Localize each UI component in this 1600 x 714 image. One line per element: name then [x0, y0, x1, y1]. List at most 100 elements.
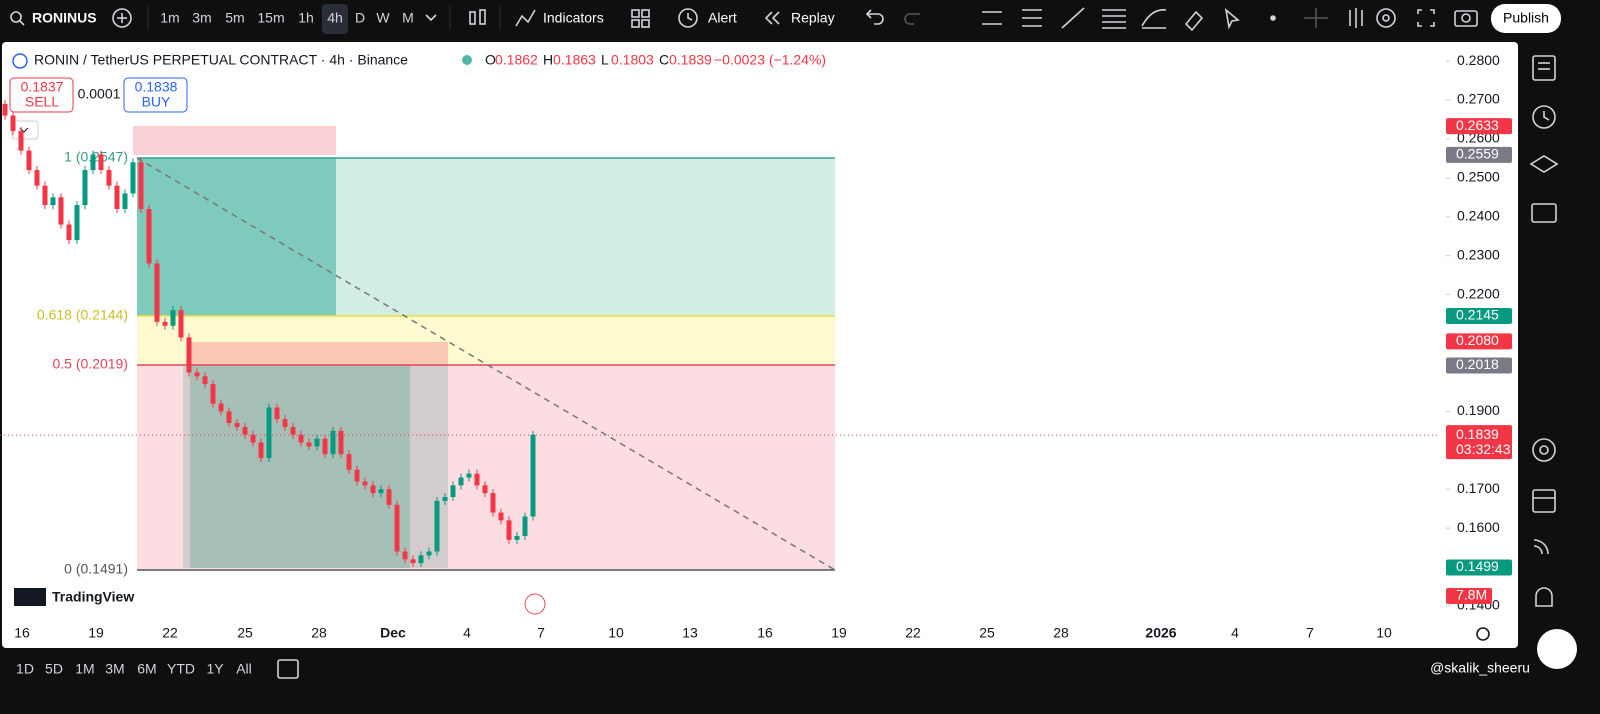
ohlc-value: 0.1803 — [611, 52, 654, 68]
interval[interactable]: D — [355, 10, 365, 26]
logo — [14, 588, 46, 606]
candle-body — [2, 103, 8, 116]
candle-body — [154, 263, 160, 322]
range-button[interactable]: All — [236, 661, 252, 677]
active-interval — [322, 4, 348, 34]
range-button[interactable]: YTD — [167, 661, 195, 677]
fib-label: 0.618 (0.2144) — [37, 307, 128, 323]
candle-body — [82, 170, 88, 206]
candle-body — [290, 426, 296, 435]
candle-body — [354, 469, 360, 482]
candle-body — [394, 504, 400, 552]
publish-button[interactable] — [1491, 4, 1561, 33]
candle-body — [306, 442, 312, 447]
candle-body — [410, 559, 416, 564]
price-badge — [1446, 357, 1512, 374]
candle-body — [122, 193, 128, 209]
indicators[interactable]: Indicators — [543, 10, 604, 26]
interval[interactable]: 15m — [257, 10, 284, 26]
candle-body — [186, 337, 192, 373]
candle-body — [98, 154, 104, 171]
interval[interactable]: 1m — [160, 10, 179, 26]
candle-body — [130, 162, 136, 194]
buy-label[interactable]: BUY — [142, 94, 171, 110]
publish-label[interactable]: Publish — [1503, 10, 1549, 26]
time-tick-label: 16 — [14, 625, 30, 641]
more-button[interactable] — [1537, 629, 1577, 669]
candle-body — [282, 419, 288, 427]
range-button[interactable]: 6M — [137, 661, 156, 677]
time-tick-label: 2026 — [1145, 625, 1176, 641]
interval[interactable]: 4h — [327, 10, 343, 26]
price-tick-label: 0.2800 — [1457, 52, 1500, 68]
date-range-icon[interactable] — [277, 659, 299, 679]
price-tick-label: 0.1900 — [1457, 402, 1500, 418]
price-badge — [1446, 333, 1512, 350]
sell-button[interactable] — [9, 77, 74, 113]
candle-body — [74, 205, 80, 241]
ohlc-value: 0.1839 — [669, 52, 712, 68]
time-tick-label: 28 — [1053, 625, 1069, 641]
event-marker[interactable] — [524, 593, 546, 615]
range-button[interactable]: 1Y — [206, 661, 224, 677]
candle-body — [274, 407, 280, 420]
range-button[interactable]: 5D — [45, 661, 63, 677]
time-tick-label: 16 — [757, 625, 773, 641]
time-tick-label: 25 — [979, 625, 995, 641]
candle-body — [362, 481, 368, 486]
separators — [147, 6, 501, 30]
time-tick-label: 28 — [311, 625, 327, 641]
symbol[interactable]: RONINUS — [32, 10, 97, 26]
last-price-badge — [1446, 425, 1512, 460]
candle-body — [242, 426, 248, 435]
price-tick-label: 0.2700 — [1457, 91, 1500, 107]
status-dot — [462, 55, 472, 65]
sell-price[interactable]: 0.1837 — [21, 79, 64, 95]
collapse[interactable] — [11, 120, 39, 140]
replay[interactable]: Replay — [791, 10, 835, 26]
buy-price[interactable]: 0.1838 — [135, 79, 178, 95]
candle-body — [378, 489, 384, 494]
price-tick-label: 0.1700 — [1457, 480, 1500, 496]
sidebar-icons — [1476, 55, 1559, 641]
range-button[interactable]: 1D — [16, 661, 34, 677]
fib-label: 1 (0.2547) — [64, 149, 128, 165]
interval[interactable]: W — [376, 10, 390, 26]
candle-body — [42, 185, 48, 206]
candle-body — [506, 520, 512, 540]
ohlc-key: C — [659, 52, 669, 68]
time-tick-label: 4 — [463, 625, 471, 641]
candle-body — [474, 473, 480, 486]
price-badge-label: 0.1499 — [1456, 558, 1499, 574]
sell-label[interactable]: SELL — [25, 94, 59, 110]
symbol-icon — [12, 53, 28, 69]
time-tick-label: 22 — [905, 625, 921, 641]
fib-label: 0.5 (0.2019) — [53, 356, 129, 372]
spread: 0.0001 — [78, 86, 121, 102]
time-tick-label: 19 — [88, 625, 104, 641]
watermark: TradingView — [52, 589, 134, 605]
range-button[interactable]: 3M — [105, 661, 124, 677]
candle-body — [170, 310, 176, 326]
candle-body — [234, 423, 240, 427]
interval[interactable]: 3m — [192, 10, 211, 26]
price-tick-label: 0.2300 — [1457, 246, 1500, 262]
change: −0.0023 (−1.24%) — [714, 52, 826, 68]
price-badge-label: 0.2633 — [1456, 117, 1499, 133]
ohlc-value: 0.1863 — [553, 52, 596, 68]
candle-body — [338, 430, 344, 455]
candle-body — [178, 310, 184, 338]
time-tick-label: 10 — [608, 625, 624, 641]
interval[interactable]: 5m — [225, 10, 244, 26]
interval[interactable]: 1h — [298, 10, 314, 26]
candle-body — [258, 442, 264, 459]
buy-button[interactable] — [123, 77, 188, 113]
candle-body — [450, 485, 456, 498]
interval[interactable]: M — [402, 10, 414, 26]
candle-body — [530, 434, 536, 517]
candle-body — [146, 208, 152, 264]
alert[interactable]: Alert — [708, 10, 737, 26]
candle-body — [106, 170, 112, 186]
range-button[interactable]: 1M — [75, 661, 94, 677]
